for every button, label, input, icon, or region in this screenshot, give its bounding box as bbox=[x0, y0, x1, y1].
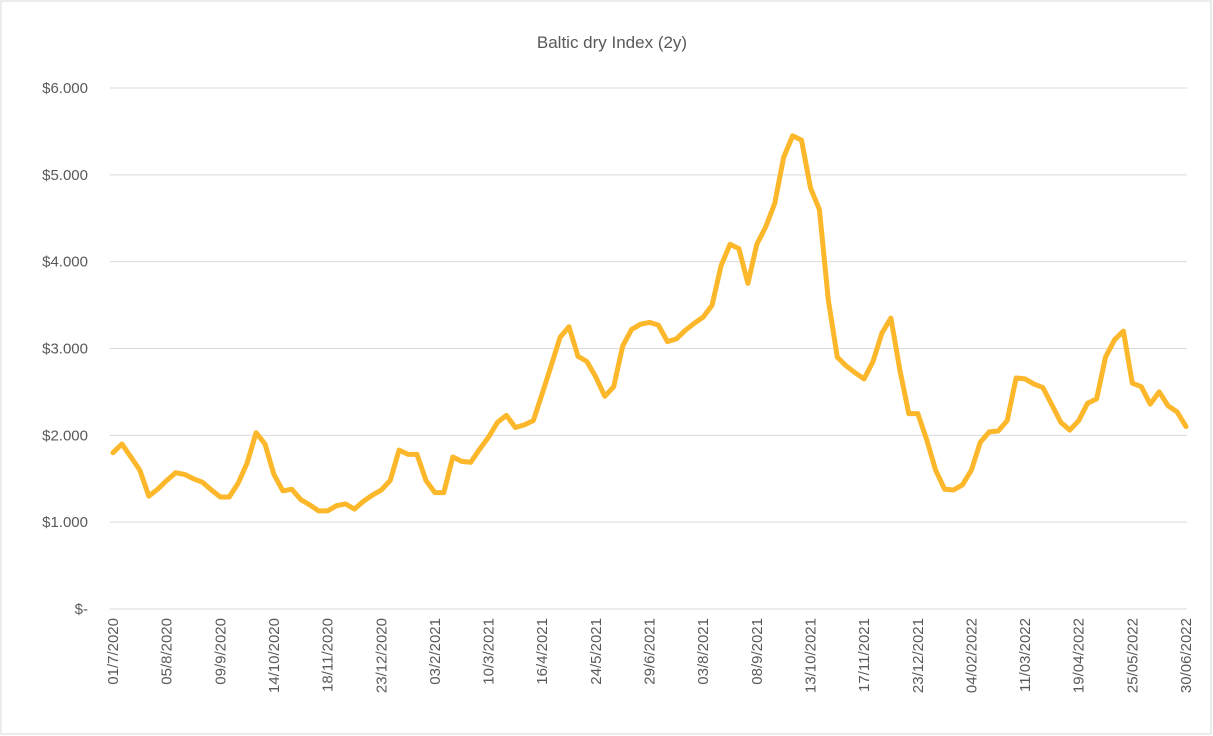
x-tick-label: 14/10/2020 bbox=[266, 618, 283, 693]
y-tick-label: $5.000 bbox=[42, 167, 88, 184]
y-tick-label: $3.000 bbox=[42, 341, 88, 358]
x-tick-label: 30/06/2022 bbox=[1178, 618, 1195, 693]
x-tick-label: 05/8/2020 bbox=[159, 618, 176, 685]
x-tick-label: 16/4/2021 bbox=[534, 618, 551, 685]
x-tick-label: 01/7/2020 bbox=[105, 618, 122, 685]
y-tick-label: $6.000 bbox=[42, 80, 88, 97]
x-tick-label: 19/04/2022 bbox=[1071, 618, 1088, 693]
y-tick-label: $1.000 bbox=[42, 514, 88, 531]
x-tick-label: 18/11/2020 bbox=[320, 618, 337, 692]
chart-title: Baltic dry Index (2y) bbox=[537, 33, 687, 52]
x-tick-label: 24/5/2021 bbox=[588, 618, 605, 685]
x-tick-label: 10/3/2021 bbox=[481, 618, 498, 685]
x-tick-label: 03/2/2021 bbox=[427, 618, 444, 685]
x-tick-label: 04/02/2022 bbox=[963, 618, 980, 693]
x-tick-label: 23/12/2021 bbox=[910, 618, 927, 693]
x-tick-label: 25/05/2022 bbox=[1124, 618, 1141, 693]
x-tick-label: 13/10/2021 bbox=[802, 618, 819, 693]
x-tick-label: 17/11/2021 bbox=[856, 618, 873, 692]
x-tick-label: 09/9/2020 bbox=[212, 618, 229, 685]
x-tick-label: 23/12/2020 bbox=[373, 618, 390, 693]
x-tick-label: 08/9/2021 bbox=[749, 618, 766, 685]
x-tick-label: 29/6/2021 bbox=[642, 618, 659, 685]
x-tick-label: 03/8/2021 bbox=[695, 618, 712, 685]
line-series bbox=[110, 133, 1189, 514]
y-tick-label: $4.000 bbox=[42, 254, 88, 271]
x-tick-label: 11/03/2022 bbox=[1017, 618, 1034, 692]
y-tick-label: $- bbox=[75, 601, 88, 618]
y-tick-label: $2.000 bbox=[42, 427, 88, 444]
